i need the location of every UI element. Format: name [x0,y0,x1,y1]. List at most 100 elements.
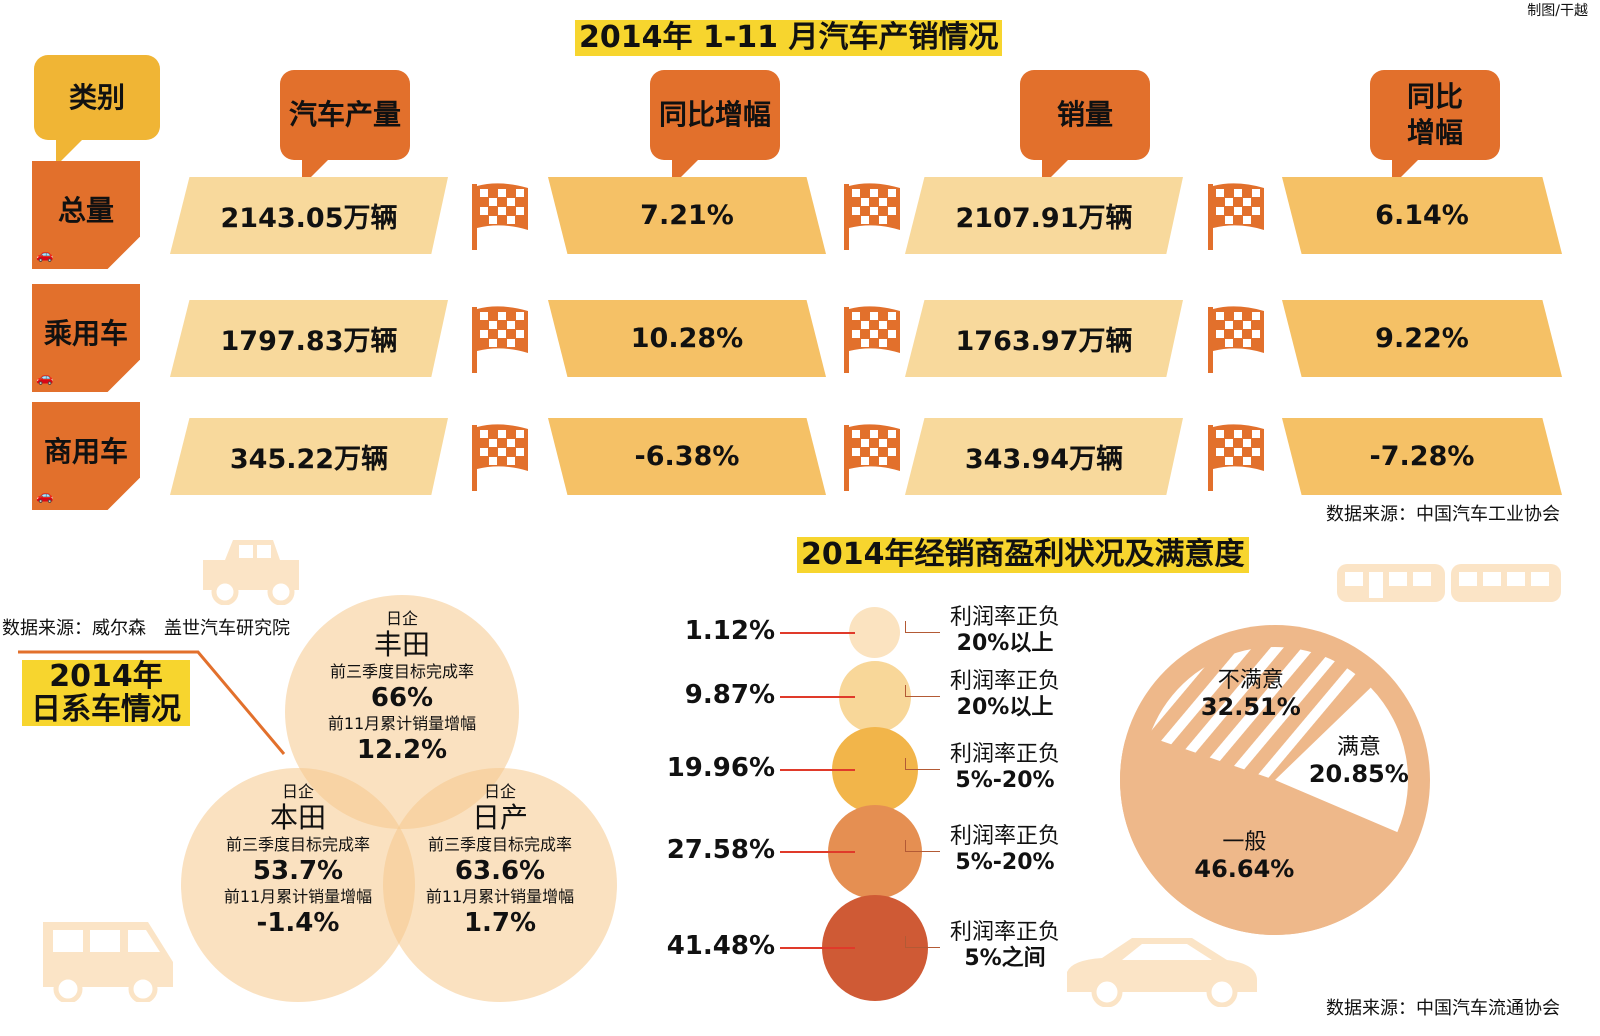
leader-line [780,696,855,698]
category-label: 利润率正负 5%-20% [940,824,1070,876]
bus-icon [1337,564,1561,602]
checkered-flag-icon [1206,180,1268,252]
label-connector [905,840,940,852]
value-label: 9.87% [684,680,775,710]
van-icon [43,922,173,1002]
title-line2: 日系车情况 [31,692,181,727]
header-category-label: 类别 [68,80,125,114]
checkered-flag-icon [1206,303,1268,375]
sales-growth: 12.2% [356,735,448,765]
japanese-cars-title: 2014年 日系车情况 [22,660,190,726]
satisfaction-pie-chart [1120,625,1430,935]
checkered-flag-icon [842,303,904,375]
header-production: 汽车产量 [280,70,410,186]
section1-source: 数据来源：中国汽车工业协会 [1326,504,1560,525]
pie-slice-1 [1275,687,1408,833]
metric2-label: 前11月累计销量增幅 [327,714,477,733]
slice-name: 满意 [1336,734,1381,760]
leader-line [780,632,855,634]
credit: 制图/干越 [1527,3,1588,19]
category-passenger: 乘用车 🚗 [32,284,140,392]
brand-name: 丰田 [373,628,430,661]
table-cell: -6.38% [548,418,826,495]
value-label: 1.12% [684,616,775,646]
table-cell: 7.21% [548,177,826,254]
header-label: 同比增幅 [1406,80,1463,149]
pie-label: 不满意 32.51% [1181,668,1321,722]
label-line1: 利润率正负 [949,920,1060,945]
checkered-flag-icon [470,180,532,252]
label-line2: 20%以上 [956,631,1054,656]
metric1-label: 前三季度目标完成率 [427,835,572,854]
category-label: 利润率正负 5%-20% [940,742,1070,794]
category-commercial: 商用车 🚗 [32,402,140,510]
value-label: 41.48% [666,931,775,961]
section2-source: 数据来源：威尔森 盖世汽车研究院 [2,618,290,639]
header-label: 汽车产量 [288,98,401,131]
header-sales-growth: 同比增幅 [1370,70,1500,186]
header-label: 同比增幅 [658,98,771,131]
table-cell: 2143.05万辆 [170,177,448,254]
pie-slice-0 [1149,647,1357,780]
table-cell: 9.22% [1282,300,1562,377]
label-connector [905,685,940,697]
category-label: 乘用车 [43,317,128,350]
brand-name: 本田 [269,801,326,834]
brand-circle: 日企 本田 前三季度目标完成率 53.7% 前11月累计销量增幅 -1.4% [181,768,415,1002]
table-cell: 345.22万辆 [170,418,448,495]
label-line2: 20%以上 [956,695,1054,720]
section1-title: 2014年 1-11 月汽车产销情况 [575,20,1003,56]
slice-value: 20.85% [1308,759,1409,788]
category-total: 总量 🚗 [32,161,140,269]
leader-line [780,769,855,771]
value-label: 27.58% [666,835,775,865]
leader-line [780,851,855,853]
metric1-label: 前三季度目标完成率 [329,662,474,681]
pointer-line [18,650,286,755]
table-cell: 2107.91万辆 [905,177,1183,254]
metric1-label: 前三季度目标完成率 [225,835,370,854]
pie-label: 满意 20.85% [1289,735,1429,789]
cars-icon: 🚗 [36,370,54,386]
cars-icon: 🚗 [36,488,54,504]
car-icon [1067,938,1257,1007]
label-line1: 利润率正负 [949,669,1060,694]
label-line2: 5%-20% [955,850,1055,875]
checkered-flag-icon [470,303,532,375]
label-line1: 利润率正负 [949,605,1060,630]
section3-title: 2014年经销商盈利状况及满意度 [797,537,1249,573]
header-label: 销量 [1056,98,1113,131]
target-completion: 63.6% [454,856,546,886]
label-line2: 5%-20% [955,768,1055,793]
pie-slice-2 [1120,739,1413,935]
category-label: 利润率正负 20%以上 [940,669,1070,721]
jeep-icon [203,540,299,605]
label-connector [905,621,940,633]
header-sales: 销量 [1020,70,1150,186]
sales-growth: -1.4% [256,908,340,938]
header-production-growth: 同比增幅 [650,70,780,186]
section3-source: 数据来源：中国汽车流通协会 [1326,998,1560,1019]
target-completion: 53.7% [252,856,344,886]
checkered-flag-icon [470,421,532,493]
metric2-label: 前11月累计销量增幅 [425,887,575,906]
table-cell: 1797.83万辆 [170,300,448,377]
label-connector [905,936,940,948]
table-cell: 1763.97万辆 [905,300,1183,377]
header-category: 类别 [34,55,160,166]
cars-icon: 🚗 [36,247,54,263]
leader-line [780,947,855,949]
slice-value: 46.64% [1194,854,1295,883]
profit-bubble [849,607,901,659]
table-cell: -7.28% [1282,418,1562,495]
slice-name: 一般 [1222,829,1267,855]
table-cell: 6.14% [1282,177,1562,254]
sales-growth: 1.7% [463,908,537,938]
brand-circle: 日企 日产 前三季度目标完成率 63.6% 前11月累计销量增幅 1.7% [383,768,617,1002]
brand-name: 日产 [471,801,528,834]
label-connector [905,758,940,770]
label-line1: 利润率正负 [949,824,1060,849]
category-label: 商用车 [43,435,128,468]
table-cell: 10.28% [548,300,826,377]
brand-group: 日企 [483,782,516,801]
